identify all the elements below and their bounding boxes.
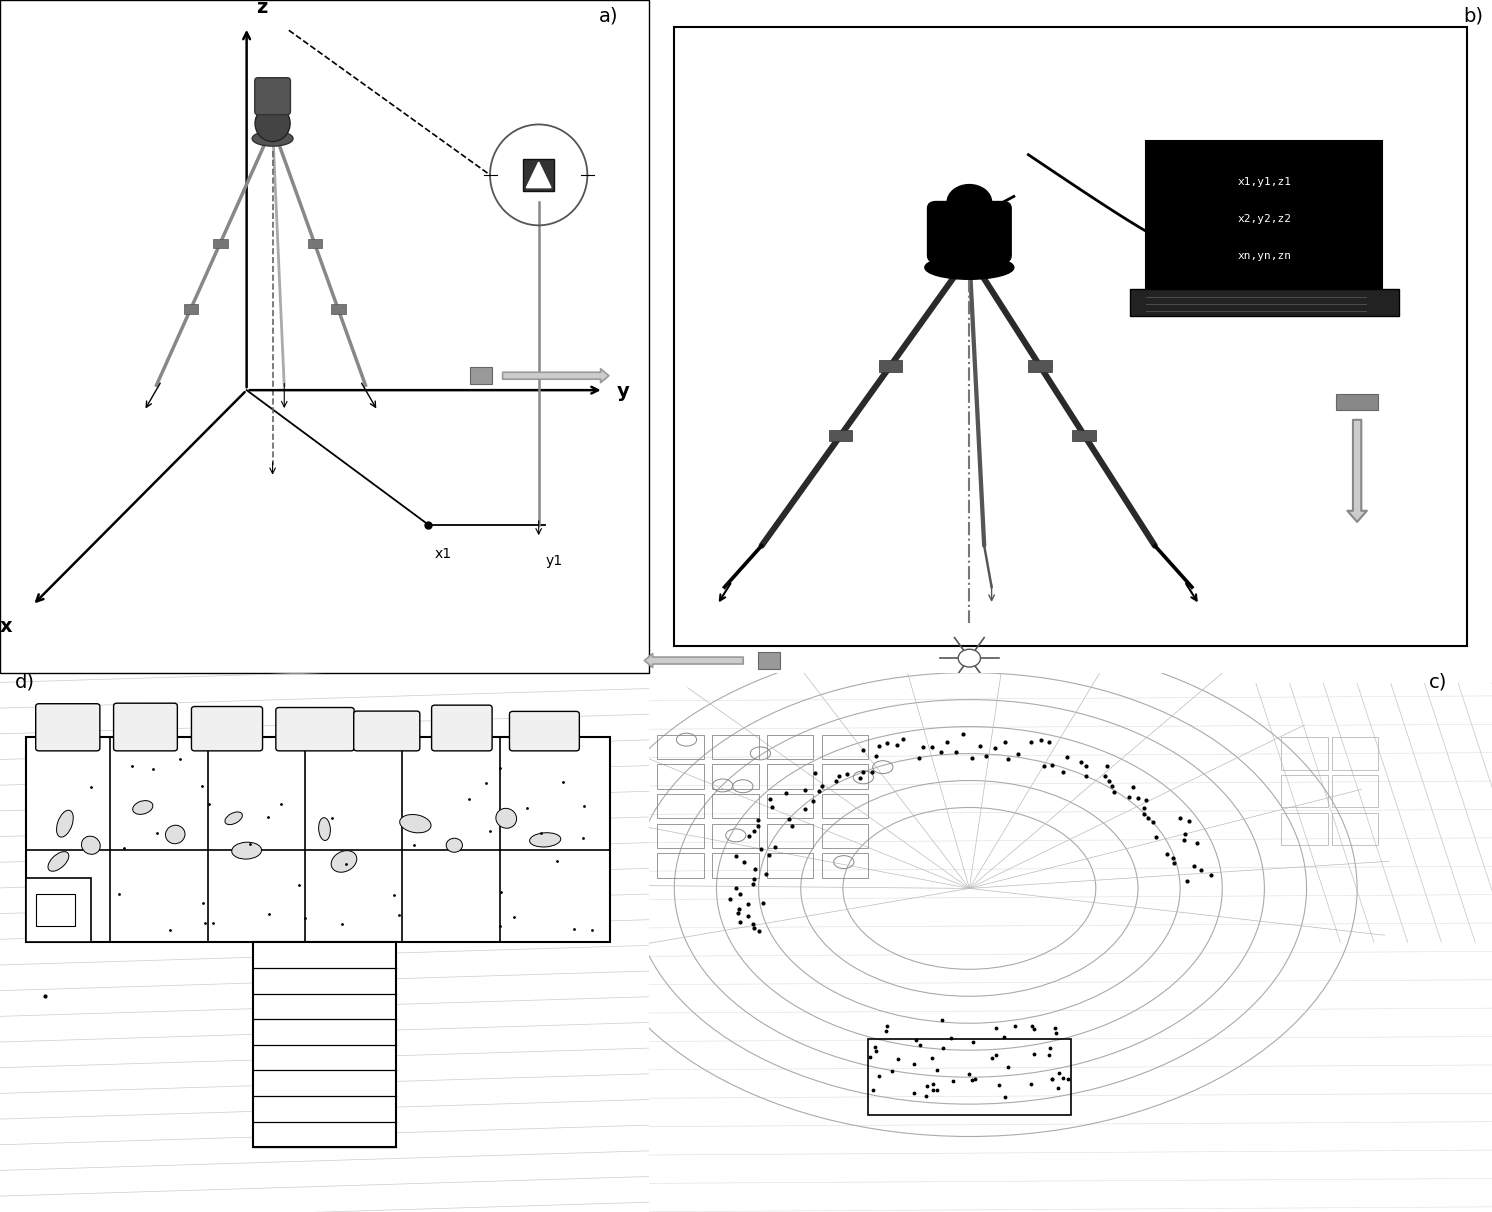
Ellipse shape	[133, 801, 152, 814]
FancyArrowPatch shape	[1347, 419, 1367, 522]
Ellipse shape	[530, 833, 561, 847]
Bar	[658, 765, 704, 789]
Text: d): d)	[15, 673, 34, 692]
Ellipse shape	[166, 825, 185, 844]
Ellipse shape	[57, 810, 73, 837]
Bar	[36, 893, 75, 926]
Bar	[767, 734, 813, 759]
FancyBboxPatch shape	[276, 708, 354, 751]
Bar	[712, 794, 758, 818]
FancyBboxPatch shape	[354, 711, 419, 751]
FancyBboxPatch shape	[431, 705, 492, 751]
FancyBboxPatch shape	[191, 707, 263, 751]
Bar	[767, 853, 813, 877]
Text: x2,y2,z2: x2,y2,z2	[1237, 213, 1292, 224]
Bar	[331, 304, 346, 314]
Text: z: z	[257, 0, 267, 17]
Bar	[712, 765, 758, 789]
Bar	[213, 239, 228, 248]
Bar	[25, 877, 91, 943]
Bar	[1073, 429, 1097, 441]
Bar	[1332, 737, 1379, 770]
Text: y: y	[616, 382, 630, 401]
Bar	[822, 824, 868, 848]
Text: x: x	[0, 617, 12, 636]
Circle shape	[958, 650, 980, 667]
Circle shape	[947, 184, 992, 221]
Bar	[822, 794, 868, 818]
Ellipse shape	[925, 256, 1015, 279]
Text: a): a)	[598, 7, 618, 25]
Bar	[1332, 813, 1379, 845]
Ellipse shape	[331, 851, 357, 873]
Ellipse shape	[446, 839, 463, 852]
Bar	[712, 734, 758, 759]
Bar	[712, 824, 758, 848]
Bar	[868, 1040, 1071, 1115]
Bar	[822, 853, 868, 877]
Bar	[822, 765, 868, 789]
Bar	[1282, 813, 1328, 845]
Bar	[658, 853, 704, 877]
Ellipse shape	[82, 836, 100, 854]
Bar	[25, 737, 610, 943]
Bar	[767, 765, 813, 789]
Bar	[822, 734, 868, 759]
Bar	[1332, 776, 1379, 807]
Bar	[767, 824, 813, 848]
FancyBboxPatch shape	[928, 201, 1012, 262]
Text: y1: y1	[545, 554, 562, 568]
Bar	[767, 794, 813, 818]
Text: b): b)	[1464, 7, 1483, 25]
Ellipse shape	[495, 808, 516, 828]
FancyBboxPatch shape	[113, 703, 178, 751]
Bar	[828, 429, 852, 441]
Ellipse shape	[252, 131, 292, 147]
Bar	[254, 943, 395, 1148]
Bar	[1282, 737, 1328, 770]
Ellipse shape	[48, 852, 69, 871]
FancyBboxPatch shape	[509, 711, 579, 751]
Bar	[524, 159, 554, 191]
Bar	[1335, 394, 1379, 411]
Bar	[184, 304, 198, 314]
Text: xn,yn,zn: xn,yn,zn	[1237, 251, 1292, 261]
Bar	[1282, 776, 1328, 807]
Bar	[1028, 360, 1052, 372]
Bar	[658, 824, 704, 848]
Bar	[658, 734, 704, 759]
Text: x1,y1,z1: x1,y1,z1	[1237, 177, 1292, 187]
Bar	[879, 360, 903, 372]
FancyBboxPatch shape	[255, 78, 291, 115]
Ellipse shape	[231, 842, 261, 859]
Bar	[1146, 142, 1383, 290]
Circle shape	[255, 105, 289, 142]
Ellipse shape	[400, 814, 431, 833]
Bar	[1129, 290, 1399, 316]
Ellipse shape	[225, 812, 242, 824]
Bar	[658, 794, 704, 818]
Bar	[307, 239, 322, 248]
Ellipse shape	[319, 818, 330, 840]
FancyBboxPatch shape	[36, 704, 100, 751]
Text: c): c)	[1429, 673, 1447, 692]
Text: x1: x1	[434, 548, 452, 561]
Polygon shape	[527, 162, 551, 188]
Bar	[712, 853, 758, 877]
